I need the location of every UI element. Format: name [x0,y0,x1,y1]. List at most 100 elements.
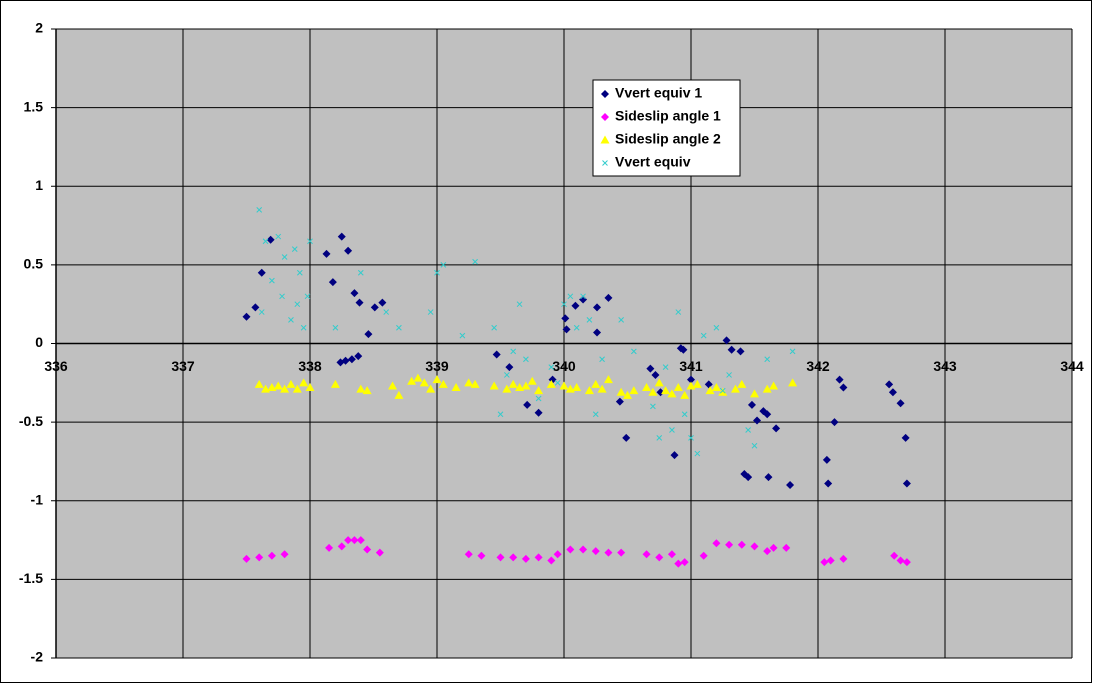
point [722,336,731,345]
point [646,364,655,373]
point [344,246,353,255]
point [553,550,562,559]
point [350,289,359,298]
point [508,379,518,388]
point [681,411,688,418]
point [561,301,567,308]
point [762,384,772,393]
point [503,372,510,378]
point [559,381,569,390]
point [332,324,339,331]
legend-marker [601,113,609,121]
series [254,373,798,399]
point [651,370,660,379]
point [510,348,517,355]
point [750,389,759,398]
point [362,386,372,395]
point [288,317,294,323]
point [688,434,694,441]
point [516,301,523,308]
y-tick-label: -1 [31,491,44,507]
point [355,298,364,307]
point [305,383,315,392]
point [394,390,404,399]
point [567,293,574,300]
point [747,400,756,409]
point [597,384,607,393]
point [618,317,625,323]
point [572,383,582,392]
point [694,450,701,457]
point [727,345,736,354]
point [699,551,708,560]
point [419,378,429,387]
point [571,301,580,310]
point [427,309,434,315]
point [753,416,762,425]
x-tick-label: 341 [679,358,703,374]
point [737,379,747,388]
point [370,303,379,312]
point [364,330,373,339]
point [673,383,683,392]
y-tick-label: 1.5 [24,98,44,114]
point [593,328,602,337]
point [375,548,384,557]
point [725,540,734,549]
point [383,309,390,315]
point [669,427,675,433]
point [459,332,466,339]
point [322,249,331,258]
point [356,384,366,393]
point [692,379,702,388]
point [902,558,911,567]
point [492,350,501,359]
point [617,548,626,557]
point [839,554,848,563]
point [357,269,364,276]
point [296,269,303,276]
point [615,397,624,406]
point [438,379,448,388]
point [687,375,695,384]
point [354,352,363,361]
y-tick-label: -1.5 [19,570,43,586]
point [782,543,791,552]
point [820,558,829,567]
point [591,547,600,556]
point [330,379,340,388]
legend-marker [602,160,608,166]
point [730,384,740,393]
point [546,379,556,388]
point [262,238,269,245]
point [523,400,532,409]
point [566,545,575,554]
point [772,424,781,433]
point [267,551,276,560]
point [509,553,518,562]
point [593,303,602,312]
point [300,324,307,331]
point [750,542,759,551]
point [337,542,346,551]
point [901,433,910,442]
point [266,235,275,244]
legend: Vvert equiv 1 Sideslip angle 1 Sideslip an… [592,79,741,177]
point [616,387,626,396]
point [273,381,283,390]
x-tick-label: 337 [171,358,195,374]
point [656,434,663,441]
point [434,269,440,276]
point [350,536,359,545]
point [279,293,285,300]
point [388,381,398,390]
point [534,386,544,395]
point [642,383,652,392]
y-tick-label: 2 [35,20,43,36]
point [788,378,798,387]
series [256,206,796,457]
point [896,399,905,408]
point [527,376,537,385]
point [491,324,498,331]
point [477,551,486,560]
